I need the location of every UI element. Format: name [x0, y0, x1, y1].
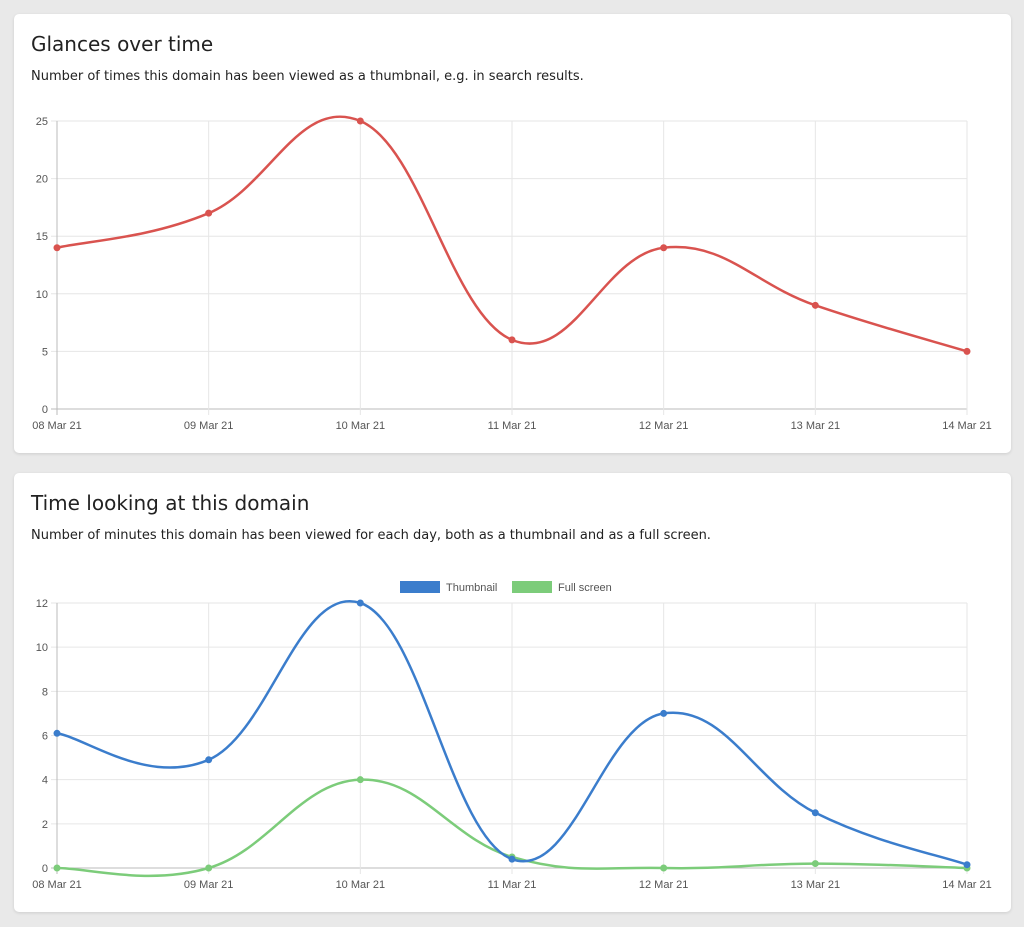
legend-label[interactable]: Full screen: [558, 582, 612, 594]
x-tick-label: 14 Mar 21: [942, 420, 992, 432]
glances-title: Glances over time: [31, 32, 214, 56]
data-point[interactable]: [660, 244, 668, 252]
data-point[interactable]: [53, 864, 61, 872]
data-point[interactable]: [205, 864, 213, 872]
data-point[interactable]: [356, 776, 364, 784]
data-point[interactable]: [963, 861, 971, 869]
x-tick-label: 10 Mar 21: [336, 420, 386, 432]
x-tick-label: 12 Mar 21: [639, 879, 689, 891]
legend-label[interactable]: Thumbnail: [446, 582, 497, 594]
y-tick-label: 25: [36, 116, 48, 128]
y-tick-label: 6: [42, 731, 48, 743]
x-tick-label: 11 Mar 21: [488, 879, 537, 891]
legend-swatch[interactable]: [400, 581, 440, 593]
data-point[interactable]: [508, 855, 516, 863]
data-point[interactable]: [53, 244, 61, 252]
x-tick-label: 13 Mar 21: [791, 879, 841, 891]
data-point[interactable]: [811, 860, 819, 868]
y-tick-label: 0: [42, 404, 48, 416]
time-looking-description: Number of minutes this domain has been v…: [31, 528, 711, 543]
data-point[interactable]: [205, 209, 213, 217]
y-tick-label: 4: [42, 775, 48, 787]
x-tick-label: 14 Mar 21: [942, 879, 992, 891]
y-tick-label: 20: [36, 174, 48, 186]
glances-card: Glances over time Number of times this d…: [14, 14, 1011, 453]
y-tick-label: 2: [42, 819, 48, 831]
legend-swatch[interactable]: [512, 581, 552, 593]
x-tick-label: 09 Mar 21: [184, 420, 234, 432]
x-tick-label: 12 Mar 21: [639, 420, 689, 432]
data-point[interactable]: [205, 756, 213, 764]
data-point[interactable]: [356, 599, 364, 607]
series-line-0: [56, 599, 968, 866]
time-looking-chart: 0 2 4 6 8 10 12 08 Mar 21 09 Mar 21 10 Mar 21 11 M…: [32, 581, 992, 891]
data-point[interactable]: [811, 809, 819, 817]
x-tick-label: 11 Mar 21: [488, 420, 537, 432]
x-tick-label: 08 Mar 21: [32, 879, 82, 891]
data-point[interactable]: [508, 336, 516, 344]
time-looking-title: Time looking at this domain: [31, 491, 310, 515]
y-tick-label: 10: [36, 289, 48, 301]
y-tick-label: 10: [36, 642, 48, 654]
x-tick-label: 13 Mar 21: [791, 420, 841, 432]
y-tick-label: 0: [42, 863, 48, 875]
data-point[interactable]: [811, 301, 819, 309]
x-tick-label: 09 Mar 21: [184, 879, 234, 891]
glances-description: Number of times this domain has been vie…: [31, 69, 584, 84]
y-tick-label: 8: [42, 686, 48, 698]
data-point[interactable]: [660, 709, 668, 717]
time-looking-card: Time looking at this domain Number of mi…: [14, 473, 1011, 912]
y-tick-label: 12: [36, 598, 48, 610]
x-tick-label: 08 Mar 21: [32, 420, 82, 432]
data-point[interactable]: [963, 347, 971, 355]
y-tick-label: 5: [42, 346, 48, 358]
data-point[interactable]: [53, 729, 61, 737]
data-point[interactable]: [660, 864, 668, 872]
y-tick-label: 15: [36, 231, 48, 243]
glances-chart: 0 5 10 15 20 25 08 Mar 21 09 Mar 21 10 Mar 21 11 …: [32, 115, 992, 432]
data-point[interactable]: [356, 117, 364, 125]
x-tick-label: 10 Mar 21: [336, 879, 386, 891]
series-line-0: [56, 115, 968, 353]
